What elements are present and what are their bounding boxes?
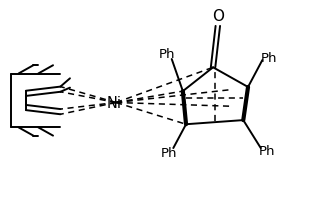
Text: Ph: Ph [260,52,277,65]
Text: Ph: Ph [159,48,175,61]
Text: Ph: Ph [259,144,275,157]
Text: Ni: Ni [107,96,122,110]
Text: Ph: Ph [160,146,177,159]
Text: O: O [212,9,224,24]
